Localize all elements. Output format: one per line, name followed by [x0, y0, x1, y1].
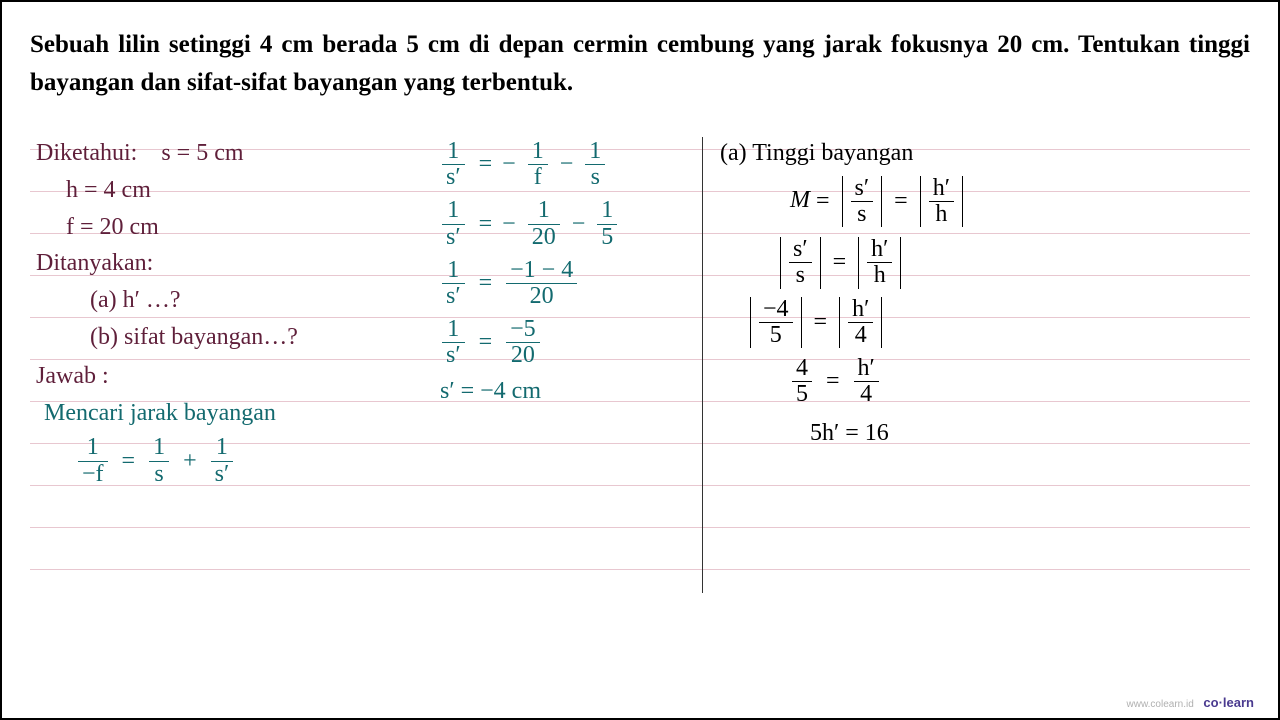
f-row: f = 20 cm: [36, 213, 436, 242]
footer-brand: www.colearn.id co·learn: [1127, 695, 1254, 710]
column-right: (a) Tinggi bayangan M= s′s = h′h s′s = h…: [720, 133, 1100, 456]
eq-1oversprime-simplify: 1s′ = −520: [440, 317, 700, 368]
diketahui-label: Diketahui:: [36, 140, 137, 166]
problem-statement: Sebuah lilin setinggi 4 cm berada 5 cm d…: [30, 26, 1250, 101]
question-a: (a) h′ …?: [36, 286, 436, 315]
s-equals: s = 5 cm: [161, 140, 243, 166]
column-divider: [702, 137, 703, 593]
five-hprime-eq: 5h′ = 16: [720, 419, 1100, 448]
ditanya-label: Ditanyakan:: [36, 249, 436, 278]
h-row: h = 4 cm: [36, 176, 436, 205]
column-left: Diketahui: s = 5 cm h = 4 cm f = 20 cm D…: [36, 133, 436, 495]
magnification-def: M= s′s = h′h: [720, 176, 1100, 227]
column-middle: 1s′ =− 1f − 1s 1s′ =− 120 − 15 1s′ = −1 …: [440, 133, 700, 413]
eq-1oversprime-sub: 1s′ =− 120 − 15: [440, 198, 700, 249]
work-area: Diketahui: s = 5 cm h = 4 cm f = 20 cm D…: [30, 133, 1250, 633]
footer-url: www.colearn.id: [1127, 699, 1194, 710]
jawab-label: Jawab :: [36, 362, 436, 391]
footer-logo: co·learn: [1203, 695, 1254, 710]
step1-label: Mencari jarak bayangan: [36, 399, 436, 428]
sprime-result: s′ = −4 cm: [440, 377, 700, 406]
diketahui-row: Diketahui: s = 5 cm: [36, 139, 436, 168]
magnification-simplified: 45 = h′4: [720, 356, 1100, 407]
eq-1oversprime-combine: 1s′ = −1 − 420: [440, 258, 700, 309]
magnification-eq2: s′s = h′h: [720, 237, 1100, 288]
question-b: (b) sifat bayangan…?: [36, 323, 436, 352]
magnification-sub: −45 = h′4: [720, 297, 1100, 348]
part-a-heading: (a) Tinggi bayangan: [720, 139, 1100, 168]
eq-1oversprime-def: 1s′ =− 1f − 1s: [440, 139, 700, 190]
mirror-formula-1: 1−f = 1s + 1s′: [36, 435, 436, 486]
